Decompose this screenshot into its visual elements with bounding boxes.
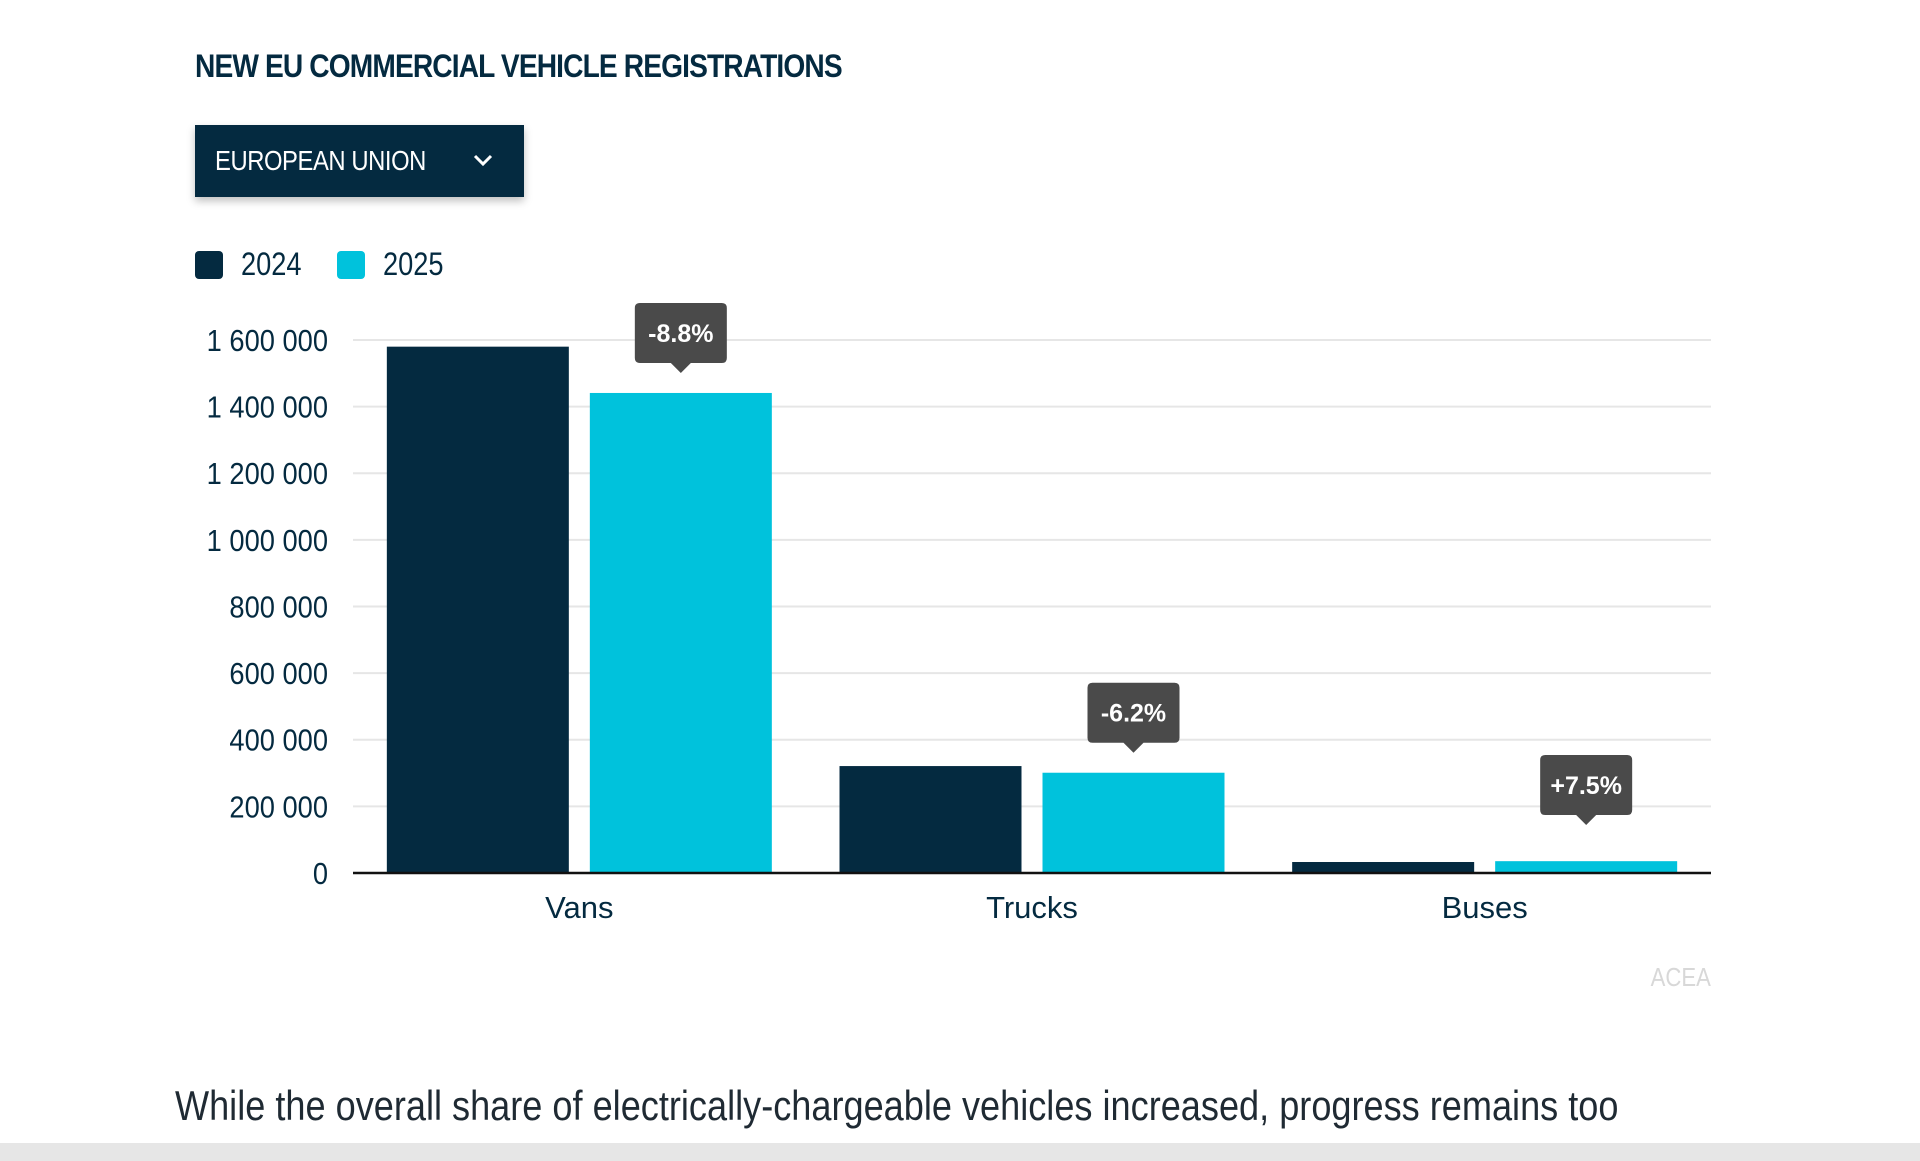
bar-trucks-2024[interactable] [839,766,1022,873]
legend-swatch-2024 [195,250,223,279]
bar-buses-2025[interactable] [1495,861,1678,873]
source-credit[interactable]: ACEA [1650,962,1711,992]
change-tooltip [1540,755,1633,825]
legend-label: 2024 [241,246,302,282]
y-tick-label: 800 000 [229,591,328,625]
y-tick-label: 400 000 [229,724,328,758]
change-label: -6.2% [1101,700,1166,728]
y-tick-label: 200 000 [229,791,328,825]
legend-label: 2025 [383,246,444,282]
bar-trucks-2025[interactable] [1042,772,1225,873]
y-tick-label: 1 600 000 [207,324,328,358]
bar-vans-2024[interactable] [386,346,569,874]
change-label: -8.8% [648,320,713,348]
legend: 2024 2025 [195,246,479,283]
y-tick-label: 1 200 000 [207,458,328,492]
y-tick-label: 1 000 000 [207,524,328,558]
change-label: +7.5% [1550,772,1622,800]
article-text: While the overall share of electrically-… [175,1082,1619,1129]
change-tooltip [1087,682,1180,753]
x-tick-label: Vans [545,890,613,925]
y-tick-label: 0 [313,857,328,891]
region-dropdown[interactable]: EUROPEAN UNION [195,125,524,197]
chevron-down-icon [473,154,493,167]
x-tick-label: Buses [1442,890,1528,925]
legend-item-2024[interactable]: 2024 [195,246,312,283]
x-tick-label: Trucks [986,890,1078,925]
region-dropdown-label: EUROPEAN UNION [215,145,426,176]
legend-item-2025[interactable]: 2025 [337,246,454,283]
bar-buses-2024[interactable] [1292,862,1475,873]
bar-vans-2025[interactable] [589,392,772,873]
change-tooltip [634,302,727,373]
bottom-bar [0,1143,1920,1161]
chart-title: NEW EU COMMERCIAL VEHICLE REGISTRATIONS [195,48,843,84]
y-tick-label: 1 400 000 [207,391,328,425]
y-tick-label: 600 000 [229,658,328,692]
bar-chart: 0 200 000 400 000 600 000 800 000 1 000 000 1 … [207,302,1711,925]
legend-swatch-2025 [337,250,366,279]
